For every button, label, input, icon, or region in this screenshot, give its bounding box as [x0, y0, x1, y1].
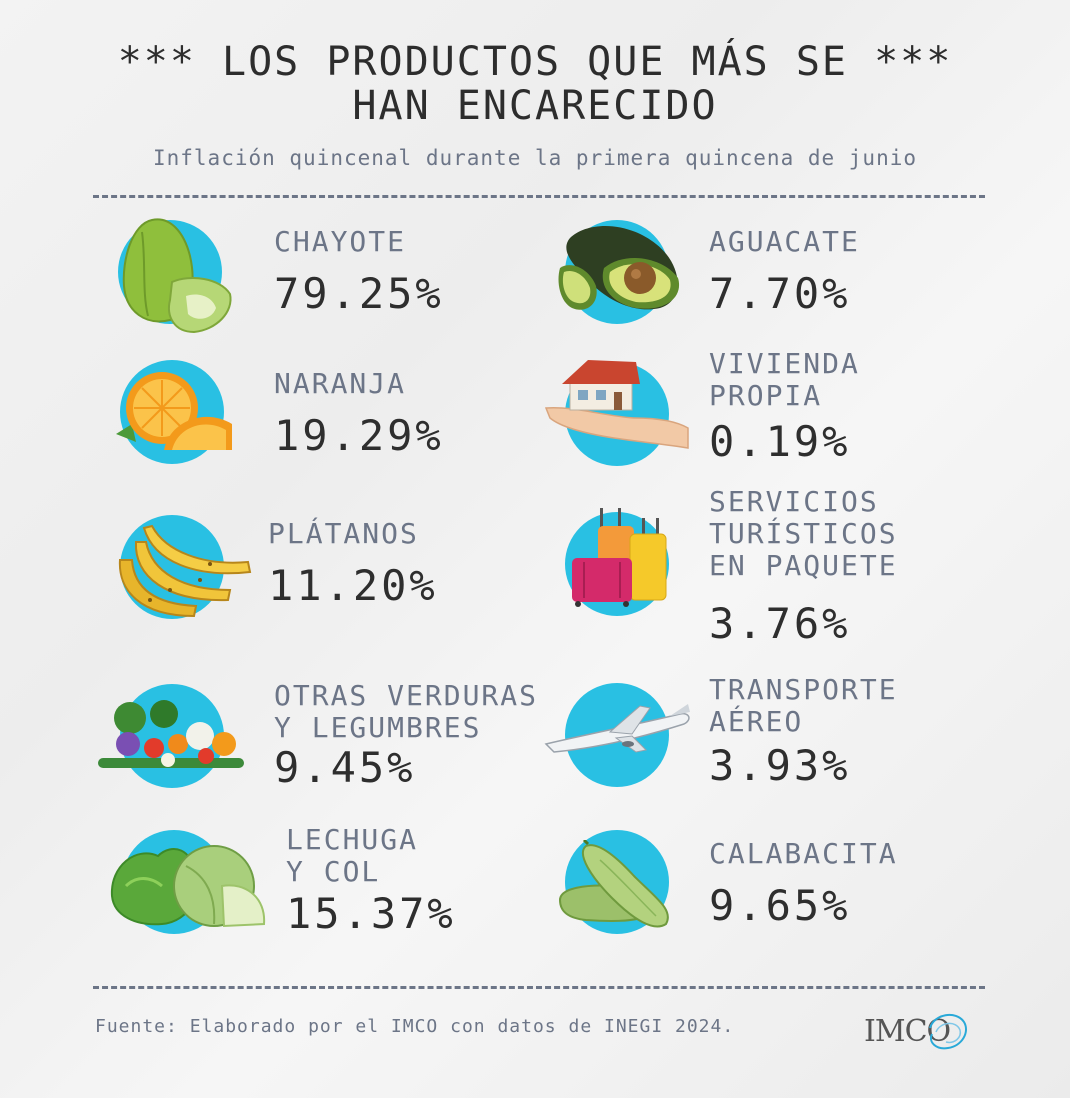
logo-swirl-icon [929, 1013, 967, 1050]
item-label: SERVICIOS TURÍSTICOS EN PAQUETE [709, 485, 898, 582]
house-icon [544, 360, 689, 449]
lettuce-icon [110, 845, 266, 928]
title-line-1: *** LOS PRODUCTOS QUE MÁS SE *** [117, 39, 953, 85]
avocado-icon [558, 225, 680, 310]
item-label: LECHUGA Y COL [286, 823, 419, 888]
item-value: 3.76% [709, 599, 851, 648]
zucchini-icon [558, 840, 669, 928]
luggage-icon [572, 508, 667, 607]
item-label: AGUACATE [709, 225, 860, 258]
item-value: 3.93% [709, 741, 851, 790]
item-label: CALABACITA [709, 837, 898, 870]
item-label: NARANJA [274, 367, 407, 400]
chayote-icon [122, 218, 232, 334]
item-value: 9.45% [274, 743, 416, 792]
item-label: OTRAS VERDURAS Y LEGUMBRES [274, 679, 539, 744]
bottom-divider [93, 986, 985, 989]
item-value: 7.70% [709, 269, 851, 318]
item-label: VIVIENDA PROPIA [709, 347, 860, 412]
airplane-icon [544, 704, 690, 753]
item-value: 0.19% [709, 417, 851, 466]
subtitle: Inflación quincenal durante la primera q… [152, 146, 917, 170]
page-title: *** LOS PRODUCTOS QUE MÁS SE *** HAN ENC… [0, 40, 1070, 128]
item-value: 9.65% [709, 881, 851, 930]
top-divider [93, 195, 985, 198]
title-line-2: HAN ENCARECIDO [352, 83, 718, 129]
imco-logo: IMCO [864, 1008, 974, 1056]
item-value: 79.25% [274, 269, 444, 318]
item-label: PLÁTANOS [268, 517, 419, 550]
item-value: 11.20% [268, 561, 438, 610]
item-label: CHAYOTE [274, 225, 407, 258]
vegetables-icon [98, 700, 244, 768]
item-label: TRANSPORTE AÉREO [709, 673, 898, 738]
banana-icon [118, 524, 252, 618]
item-value: 15.37% [286, 889, 456, 938]
item-value: 19.29% [274, 411, 444, 460]
orange-icon [116, 372, 232, 450]
source-note: Fuente: Elaborado por el IMCO con datos … [95, 1016, 735, 1037]
